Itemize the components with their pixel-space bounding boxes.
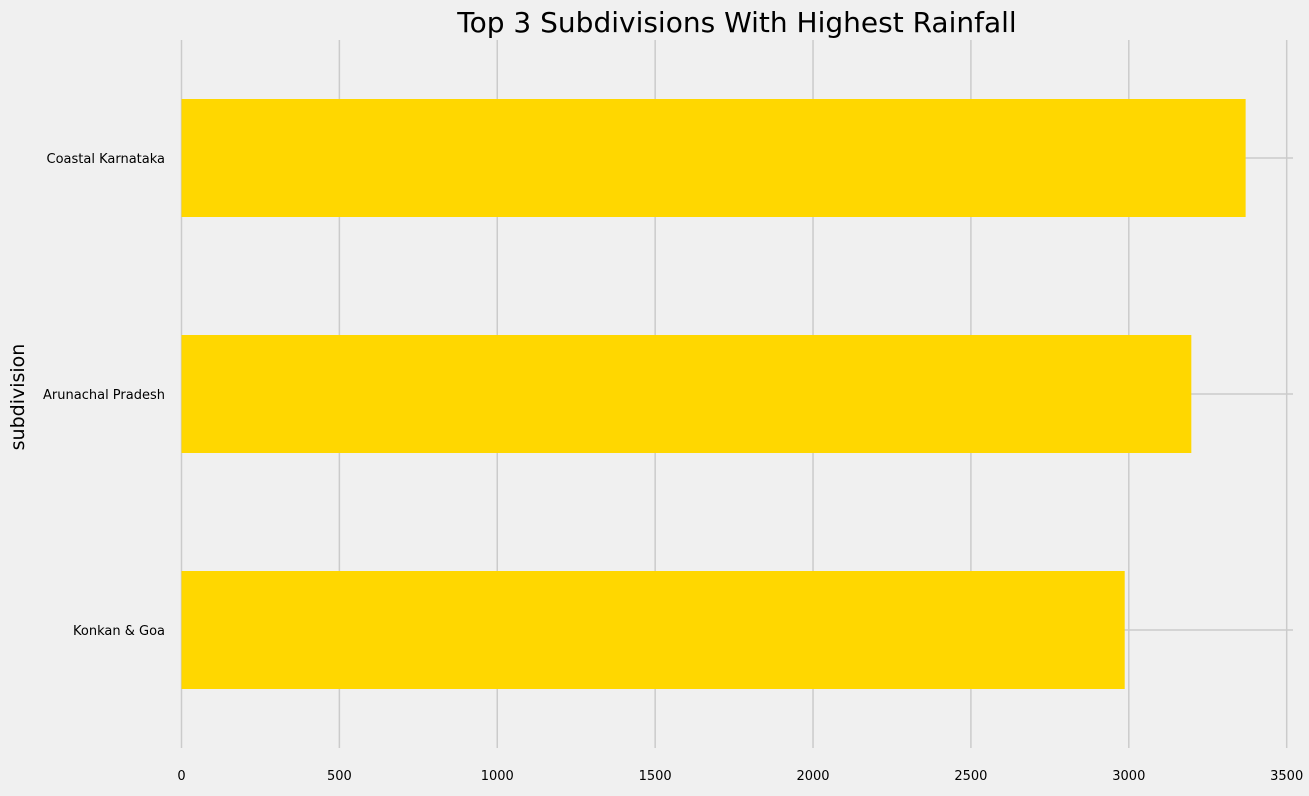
y-tick-label: Coastal Karnataka — [47, 152, 166, 167]
x-tick-label: 1500 — [639, 769, 672, 784]
y-tick-label: Arunachal Pradesh — [43, 388, 165, 403]
bar — [181, 99, 1246, 217]
x-tick-label: 3000 — [1112, 769, 1145, 784]
y-axis-label: subdivision — [7, 344, 29, 451]
bar-layer — [181, 99, 1246, 689]
x-tick-label: 1000 — [481, 769, 514, 784]
y-tick-label: Konkan & Goa — [73, 624, 165, 639]
x-tick-label: 2000 — [796, 769, 829, 784]
bar — [181, 335, 1192, 453]
x-tick-label: 500 — [327, 769, 352, 784]
x-tick-label: 3500 — [1270, 769, 1303, 784]
x-tick-label: 2500 — [954, 769, 987, 784]
x-tick-labels: 0 500 1000 1500 2000 2500 3000 3500 — [177, 769, 1303, 784]
bar — [181, 571, 1125, 689]
chart-title: Top 3 Subdivisions With Highest Rainfall — [456, 6, 1016, 39]
x-tick-label: 0 — [177, 769, 185, 784]
y-tick-labels: Coastal Karnataka Arunachal Pradesh Konkan… — [43, 152, 165, 639]
